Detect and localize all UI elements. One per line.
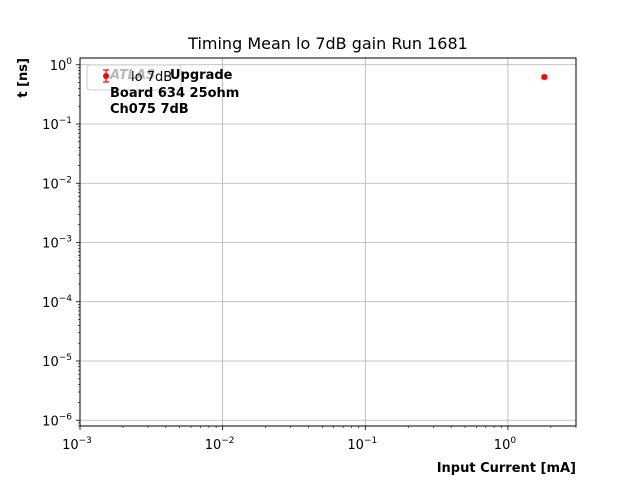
- y-tick-label: 10−6: [42, 412, 72, 429]
- annotation: ATLAS Upgrade Board 634 25ohm Ch075 7dB: [109, 68, 239, 117]
- y-tick-label: 100: [50, 57, 73, 74]
- annotation-line-2: Board 634 25ohm: [110, 86, 239, 101]
- legend-label: lo 7dB: [131, 70, 172, 85]
- x-tick-label: 100: [494, 436, 517, 453]
- annotation-line-1: Upgrade: [170, 68, 233, 83]
- legend-box: [86, 64, 182, 91]
- legend-marker: [103, 69, 109, 83]
- data-points: [541, 74, 548, 81]
- x-tick-label: 10−3: [62, 436, 92, 453]
- y-tick-label: 10−4: [42, 294, 72, 311]
- grid: [80, 58, 576, 426]
- tick-labels: 10−3 10−2 10−1 100 10−6 10−5 10−4 10−3 10−2 10−1 1…: [42, 57, 516, 453]
- legend: lo 7dB: [86, 64, 182, 91]
- x-tick-label: 10−2: [205, 436, 235, 453]
- annotation-line-3: Ch075 7dB: [110, 102, 189, 117]
- chart-title: Timing Mean lo 7dB gain Run 1681: [187, 34, 468, 53]
- data-point: [541, 74, 548, 81]
- annotation-ghost-text: ATLAS: [109, 68, 155, 83]
- y-tick-label: 10−3: [42, 235, 72, 252]
- x-axis-label: Input Current [mA]: [437, 461, 576, 476]
- y-axis-label: t [ns]: [16, 58, 31, 98]
- major-ticks: [76, 64, 509, 430]
- y-tick-label: 10−5: [42, 353, 72, 370]
- x-tick-label: 10−1: [347, 436, 377, 453]
- plot-frame: [79, 57, 577, 427]
- y-tick-label: 10−2: [42, 175, 72, 192]
- y-tick-label: 10−1: [42, 116, 72, 133]
- legend-point: [103, 73, 109, 79]
